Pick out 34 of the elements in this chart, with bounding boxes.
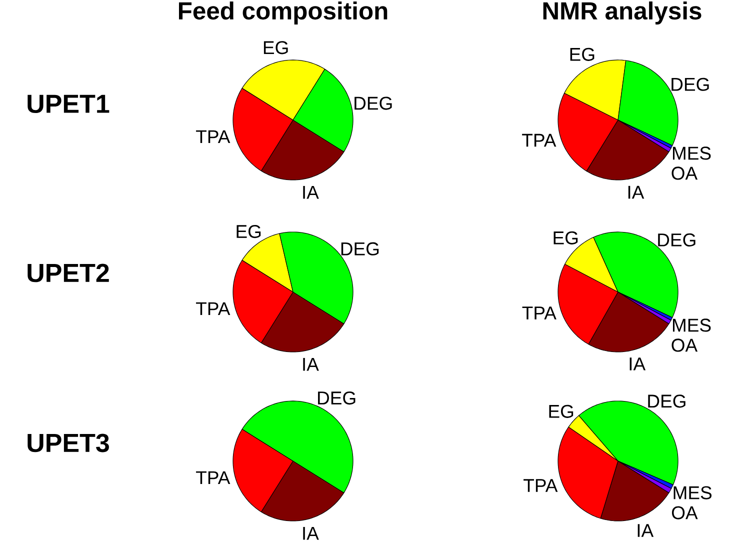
slice-label: DEG <box>341 242 379 256</box>
slice-label: TPA <box>196 302 230 316</box>
slice-label: OA <box>672 506 698 520</box>
slice-label: OA <box>672 338 698 352</box>
slice-label: IA <box>303 526 319 540</box>
slice-label: DEG <box>672 78 709 91</box>
slice-label: MES <box>672 146 711 160</box>
slice-label: IA <box>630 358 646 370</box>
slice-label: IA <box>303 186 319 199</box>
slice-label: EG <box>549 404 574 418</box>
slice-label: TPA <box>524 479 558 492</box>
slice-label: TPA <box>522 306 556 320</box>
slice-label: TPA <box>522 134 556 147</box>
slice-label: IA <box>628 186 644 199</box>
slice-label: TPA <box>196 471 230 484</box>
slice-label: EG <box>554 231 578 244</box>
slice-label: DEG <box>648 394 686 408</box>
text: UPET2 <box>28 264 109 282</box>
slice-label: DEG <box>354 96 392 110</box>
slice-label: MES <box>672 318 711 332</box>
chart-title: Feed composition <box>178 1 388 24</box>
slice-label: MES <box>674 486 712 500</box>
slice-label: DEG <box>658 233 696 246</box>
text: UPET1 <box>28 94 110 114</box>
slice-label: EG <box>264 41 288 54</box>
chart-title: NMR analysis <box>543 1 702 24</box>
slice-label: DEG <box>318 391 356 405</box>
text: UPET3 <box>28 434 109 452</box>
slice-label: EG <box>236 224 261 238</box>
slice-label: IA <box>303 358 319 371</box>
slice-label: EG <box>570 48 594 61</box>
slice-label: TPA <box>196 130 230 144</box>
slice-label: OA <box>672 166 698 180</box>
slice-label: IA <box>638 524 654 537</box>
